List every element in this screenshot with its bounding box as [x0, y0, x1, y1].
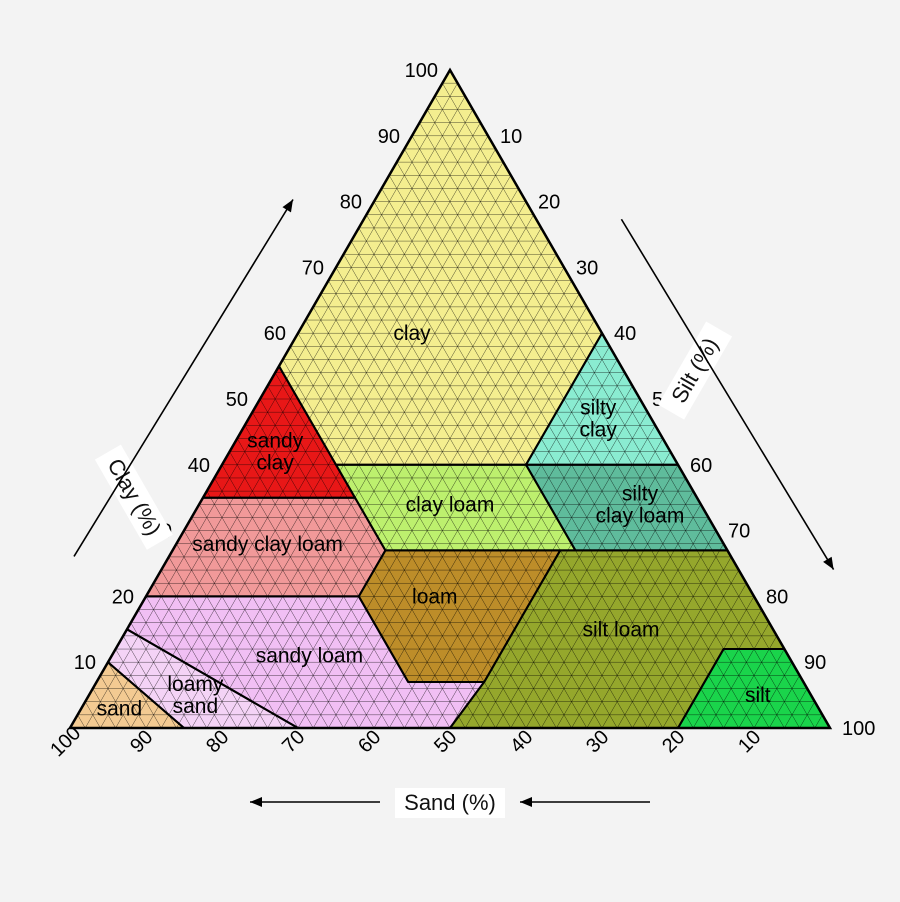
label-sandy-loam: sandy loam: [256, 645, 363, 668]
silt-tick-60: 60: [690, 455, 712, 477]
soil-texture-ternary-chart: claysiltyclaysandyclaysiltyclay loamclay…: [0, 0, 900, 902]
label-clay: clay: [393, 322, 431, 345]
label-sand: sand: [97, 697, 143, 720]
silt-tick-90: 90: [804, 652, 826, 674]
clay-tick-10: 10: [74, 652, 96, 674]
clay-tick-60: 60: [264, 323, 286, 345]
label-loamy-sand-0: loamy: [167, 673, 224, 696]
clay-tick-50: 50: [226, 389, 248, 411]
silt-tick-100: 100: [842, 718, 875, 740]
silt-tick-20: 20: [538, 192, 560, 214]
silt-tick-40: 40: [614, 323, 636, 345]
label-silty-clay-loam-1: clay loam: [596, 504, 685, 527]
label-silt: silt: [745, 684, 771, 707]
sand-axis-label: Sand (%): [404, 790, 496, 815]
label-loam: loam: [412, 585, 458, 608]
label-sandy-clay-1: clay: [257, 452, 295, 475]
silt-tick-70: 70: [728, 521, 750, 543]
label-silty-clay-loam-0: silty: [622, 482, 659, 505]
clay-tick-70: 70: [302, 257, 324, 279]
clay-tick-90: 90: [378, 126, 400, 148]
clay-tick-80: 80: [340, 192, 362, 214]
label-loamy-sand-1: sand: [173, 695, 219, 718]
label-clay-loam: clay loam: [406, 493, 495, 516]
clay-tick-40: 40: [188, 455, 210, 477]
label-silty-clay-0: silty: [580, 397, 617, 420]
silt-tick-30: 30: [576, 257, 598, 279]
clay-tick-20: 20: [112, 586, 134, 608]
silt-tick-80: 80: [766, 586, 788, 608]
label-silty-clay-1: clay: [580, 419, 618, 442]
clay-tick-100: 100: [405, 60, 438, 82]
label-silt-loam: silt loam: [582, 618, 659, 641]
label-sandy-clay-0: sandy: [247, 430, 304, 453]
label-sandy-clay-loam: sandy clay loam: [192, 533, 343, 556]
silt-tick-10: 10: [500, 126, 522, 148]
